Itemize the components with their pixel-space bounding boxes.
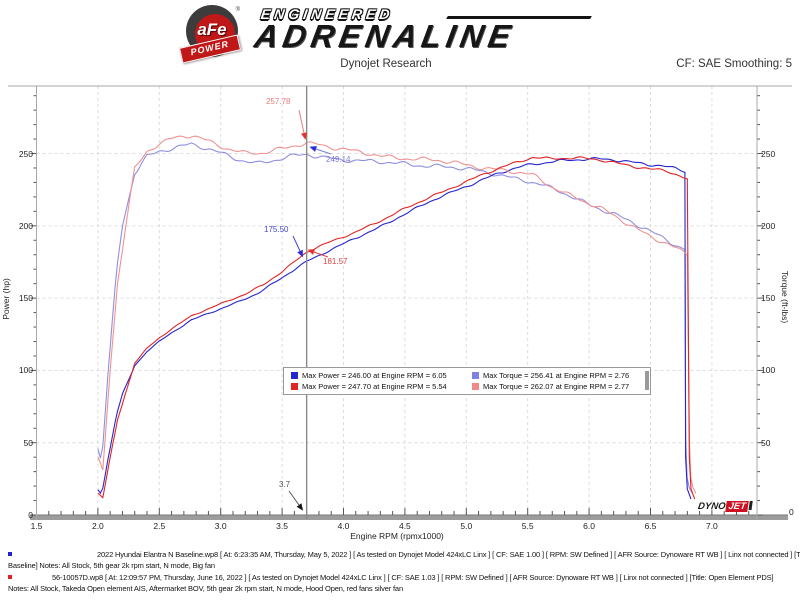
annotation-leader (298, 109, 305, 134)
x-tick-label: 5.0 (460, 521, 473, 531)
annotation-value: 181.57 (323, 257, 348, 266)
annotation-arrowhead (297, 249, 303, 258)
y-tick-label-right: 50 (761, 437, 771, 448)
run-info-baseline-line1: 2022 Hyundai Elantra N Baseline.wp8 [ At… (97, 550, 800, 559)
y-tick-label-left: 250 (18, 148, 33, 159)
y-tick-label-right: 100 (761, 365, 776, 376)
annotation-leader (292, 235, 301, 252)
x-tick-label: 4.5 (398, 521, 411, 531)
x-tick-label: 2.0 (91, 521, 104, 531)
legend-swatch-torque-modified (472, 383, 479, 390)
afe-badge-icon: aFe ® POWER (178, 5, 242, 64)
y-tick-label-left: 100 (18, 365, 33, 376)
torque-curve-modified (97, 135, 697, 494)
annotation-arrowhead (309, 146, 317, 152)
y-tick-label-left: 150 (18, 293, 33, 304)
x-tick-label: 2.5 (153, 521, 166, 531)
y-tick-label-left: 0 (28, 510, 33, 520)
legend-box: Max Power = 246.00 at Engine RPM = 6.05 … (283, 367, 651, 395)
y-tick-label-left: 200 (18, 220, 33, 231)
legend-swatch-power-baseline (291, 372, 298, 379)
legend-entry: Max Power = 247.70 at Engine RPM = 5.54 (291, 382, 447, 391)
run-info-modified-line1: 56-10057D.wp8 [ At: 12:09:57 PM, Thursda… (52, 573, 774, 582)
x-tick-label: 3.5 (276, 521, 288, 531)
power-curve-modified (97, 156, 696, 500)
legend-entry-text: Max Power = 247.70 at Engine RPM = 5.54 (302, 382, 447, 391)
annotation-value: 3.7 (279, 480, 291, 489)
x-tick-label: 1.5 (30, 521, 43, 531)
annotation-leader (288, 490, 300, 506)
legend-swatch-torque-baseline (472, 372, 479, 379)
x-tick-label: 3.0 (214, 521, 227, 531)
y-tick-label-right: 0 (789, 507, 794, 517)
run-bullet-baseline (8, 552, 12, 556)
chart-title: Dynojet Research (340, 58, 432, 70)
cf-smoothing-label: CF: SAE Smoothing: 5 (676, 58, 792, 70)
x-tick-label: 5.5 (521, 521, 534, 531)
x-tick-label: 4.0 (337, 521, 350, 531)
logo-adrenaline-text: ADRENALINE (251, 18, 519, 54)
legend-handle (645, 371, 649, 390)
x-axis-bar (30, 515, 788, 520)
legend-swatch-power-modified (291, 383, 298, 390)
dynojet-logo-jet: JET (725, 501, 749, 512)
dynojet-logo: DYNOJET (697, 501, 753, 512)
y-tick-label-left: 50 (23, 437, 33, 448)
legend-entry: Max Torque = 256.41 at Engine RPM = 2.76 (472, 371, 629, 380)
annotation-arrowhead (296, 503, 304, 511)
legend-entry-text: Max Power = 246.00 at Engine RPM = 6.05 (302, 371, 447, 380)
afe-logo: aFe ® POWER ENGINEERED ADRENALINE (178, 4, 613, 64)
y-tick-label-right: 250 (761, 148, 776, 159)
annotation-value: 257.78 (266, 97, 291, 106)
run-bullet-modified (8, 575, 12, 579)
run-info-modified-line2: Notes: All Stock, Takeda Open element AI… (8, 584, 403, 593)
y-tick-label-right: 150 (761, 293, 776, 304)
x-tick-label: 7.0 (705, 521, 718, 531)
annotation-leader (315, 148, 332, 155)
annotation-value: 249.14 (326, 155, 351, 164)
y-tick-label-right: 200 (761, 220, 776, 231)
annotation-leader (313, 251, 329, 258)
afe-badge-text: aFe (197, 20, 227, 39)
x-axis-title: Engine RPM (rpmx1000) (350, 531, 444, 541)
power-curve-baseline (97, 157, 692, 500)
legend-entry: Max Power = 246.00 at Engine RPM = 6.05 (291, 371, 447, 380)
legend-entry-text: Max Torque = 262.07 at Engine RPM = 2.77 (483, 382, 630, 391)
annotation-value: 175.50 (264, 225, 289, 234)
x-tick-label: 6.0 (583, 521, 595, 531)
torque-curve-baseline (97, 142, 693, 494)
annotation-arrowhead (301, 132, 307, 140)
legend-entry-text: Max Torque = 256.41 at Engine RPM = 2.76 (483, 371, 630, 380)
legend-entry: Max Torque = 262.07 at Engine RPM = 2.77 (472, 382, 629, 391)
x-tick-label: 6.5 (644, 521, 657, 531)
annotation-arrowhead (307, 249, 316, 255)
run-info-baseline-line2: Baseline] Notes: All Stock, 5th gear 2k … (8, 561, 215, 570)
registered-mark: ® (235, 7, 240, 13)
dynojet-logo-dyno: DYNO (697, 501, 727, 512)
